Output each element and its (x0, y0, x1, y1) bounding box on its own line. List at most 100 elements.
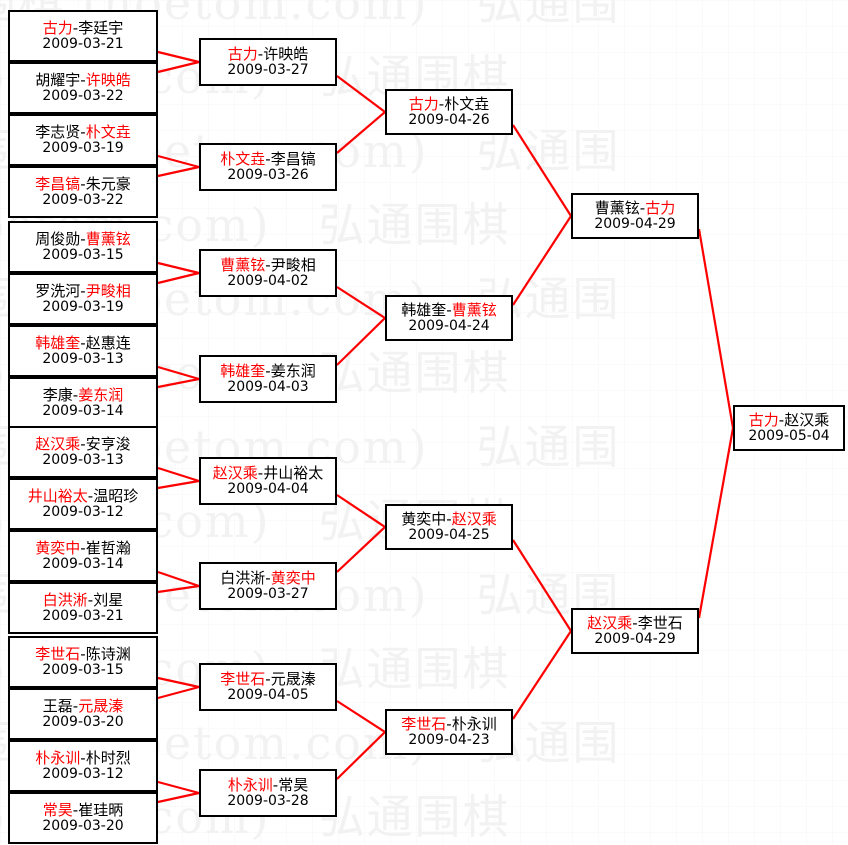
player-left: 李康 (42, 385, 73, 404)
player-left: 李昌镐 (35, 174, 81, 193)
match-box[interactable]: 胡耀宇-许映皓 2009-03-22 (8, 62, 158, 114)
match-players: 罗洗河-尹畯相 (35, 281, 131, 300)
player-right: 朴文垚 (444, 94, 490, 113)
match-box[interactable]: 王磊-元晟溱 2009-03-20 (8, 688, 158, 740)
connector-line (336, 286, 386, 319)
player-right: 崔哲瀚 (85, 538, 131, 557)
match-players: 赵汉乘-李世石 (587, 613, 682, 632)
connector-line (157, 271, 200, 285)
match-box[interactable]: 韩雄奎-曹薰铉 2009-04-24 (385, 295, 513, 341)
match-box[interactable]: 李世石-朴永训 2009-04-23 (385, 709, 513, 755)
match-date: 2009-03-20 (42, 818, 124, 835)
player-left: 朴文垚 (220, 149, 266, 168)
connector-line (336, 700, 386, 733)
player-left: 赵汉乘 (35, 434, 81, 453)
match-date: 2009-03-19 (42, 140, 124, 157)
connector-line (157, 780, 200, 795)
match-box[interactable]: 李康-姜东润 2009-03-14 (8, 377, 158, 429)
match-box[interactable]: 朴永训-常昊 2009-03-28 (199, 769, 337, 817)
connector-line (157, 165, 200, 178)
player-right: 元晟溱 (78, 696, 124, 715)
match-date: 2009-03-22 (42, 88, 124, 105)
match-players: 朴永训-常昊 (228, 776, 308, 794)
match-box[interactable]: 李昌镐-朱元豪 2009-03-22 (8, 166, 158, 218)
player-left: 胡耀宇 (35, 70, 81, 89)
player-right: 李廷宇 (78, 18, 124, 37)
match-date: 2009-04-04 (227, 481, 309, 498)
player-right: 陈诗渊 (85, 644, 131, 663)
match-date: 2009-03-27 (227, 586, 309, 603)
player-right: 姜东润 (78, 385, 124, 404)
match-players: 白洪淅-黄奕中 (220, 569, 315, 587)
player-left: 李世石 (401, 714, 447, 733)
match-date: 2009-03-12 (42, 766, 124, 783)
match-date: 2009-04-29 (594, 216, 676, 233)
match-box[interactable]: 李世石-元晟溱 2009-04-05 (199, 663, 337, 711)
match-date: 2009-03-19 (42, 299, 124, 316)
player-right: 姜东润 (270, 361, 316, 380)
connector-line (336, 494, 386, 528)
match-box[interactable]: 黄奕中-崔哲瀚 2009-03-14 (8, 530, 158, 582)
match-box[interactable]: 赵汉乘-井山裕太 2009-04-04 (199, 457, 337, 505)
match-box[interactable]: 古力-李廷宇 2009-03-21 (8, 10, 158, 62)
match-date: 2009-03-12 (42, 504, 124, 521)
connector-line (157, 685, 200, 700)
match-box[interactable]: 朴文垚-李昌镐 2009-03-26 (199, 143, 337, 191)
connector-line (157, 154, 200, 169)
player-left: 古力 (227, 44, 258, 63)
match-box[interactable]: 罗洗河-尹畯相 2009-03-19 (8, 273, 158, 325)
match-box[interactable]: 曹薰铉-尹畯相 2009-04-02 (199, 249, 337, 297)
match-date: 2009-04-25 (408, 527, 490, 544)
player-right: 赵惠连 (85, 333, 131, 352)
match-date: 2009-03-26 (227, 167, 309, 184)
connector-line (157, 466, 200, 483)
player-left: 王磊 (42, 696, 73, 715)
match-box[interactable]: 白洪淅-黄奕中 2009-03-27 (199, 562, 337, 610)
match-box[interactable]: 赵汉乘-李世石 2009-04-29 (571, 608, 699, 654)
player-left: 赵汉乘 (587, 613, 633, 632)
match-box[interactable]: 韩雄奎-姜东润 2009-04-03 (199, 355, 337, 403)
match-box[interactable]: 井山裕太-温昭珍 2009-03-12 (8, 478, 158, 530)
connector-line (512, 630, 572, 720)
player-left: 李志贤 (35, 122, 81, 141)
match-box[interactable]: 白洪淅-刘星 2009-03-21 (8, 582, 158, 634)
match-box[interactable]: 赵汉乘-安亨浚 2009-03-13 (8, 426, 158, 478)
match-players: 古力-朴文垚 (408, 94, 490, 113)
player-right: 许映皓 (263, 44, 309, 63)
match-players: 李昌镐-朱元豪 (35, 174, 130, 193)
match-box[interactable]: 古力-赵汉乘 2009-05-04 (733, 405, 845, 451)
match-players: 曹薰铉-尹畯相 (220, 256, 315, 274)
match-players: 曹薰铉-古力 (595, 198, 676, 217)
player-right: 古力 (645, 198, 676, 217)
connector-line (512, 215, 572, 306)
match-box[interactable]: 常昊-崔珪昞 2009-03-20 (8, 792, 158, 844)
player-left: 常昊 (42, 800, 73, 819)
match-date: 2009-04-03 (227, 379, 309, 396)
match-date: 2009-03-13 (42, 351, 124, 368)
match-box[interactable]: 古力-许映皓 2009-03-27 (199, 38, 337, 86)
player-left: 古力 (408, 94, 439, 113)
match-players: 古力-许映皓 (227, 44, 309, 63)
match-date: 2009-04-02 (227, 273, 309, 290)
match-box[interactable]: 李世石-陈诗渊 2009-03-15 (8, 636, 158, 688)
match-players: 李世石-陈诗渊 (35, 644, 131, 663)
player-right: 许映皓 (85, 70, 131, 89)
match-box[interactable]: 黄奕中-赵汉乘 2009-04-25 (385, 504, 513, 550)
connector-line (336, 317, 386, 366)
match-box[interactable]: 周俊勋-曹薰铉 2009-03-15 (8, 221, 158, 273)
match-box[interactable]: 李志贤-朴文垚 2009-03-19 (8, 114, 158, 166)
match-date: 2009-03-15 (42, 247, 124, 264)
match-box[interactable]: 古力-朴文垚 2009-04-26 (385, 89, 513, 135)
match-players: 赵汉乘-安亨浚 (35, 434, 130, 453)
match-date: 2009-04-26 (408, 112, 490, 129)
match-box[interactable]: 朴永训-朴时烈 2009-03-12 (8, 740, 158, 792)
match-players: 常昊-崔珪昞 (42, 800, 123, 819)
connector-line (336, 731, 386, 780)
connector-line (157, 60, 200, 74)
connector-line (697, 427, 735, 619)
match-date: 2009-03-21 (42, 608, 124, 625)
player-right: 尹畯相 (85, 281, 131, 300)
match-box[interactable]: 韩雄奎-赵惠连 2009-03-13 (8, 325, 158, 377)
match-box[interactable]: 曹薰铉-古力 2009-04-29 (571, 193, 699, 239)
player-right: 李昌镐 (270, 149, 316, 168)
